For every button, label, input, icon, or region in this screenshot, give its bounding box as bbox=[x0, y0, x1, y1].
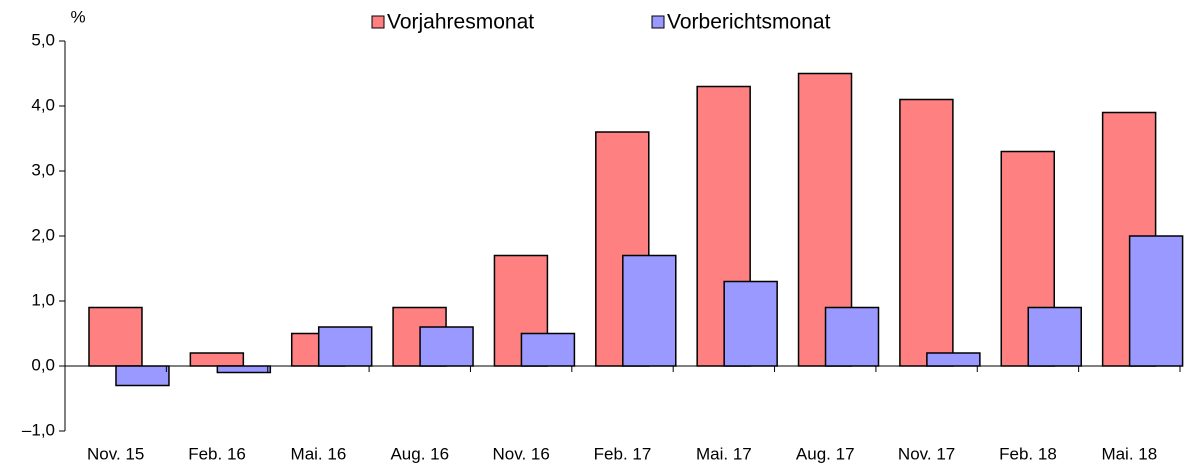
bar bbox=[216, 365, 272, 374]
x-tick-label: Mai. 16 bbox=[291, 444, 347, 463]
x-tick-label: Nov. 17 bbox=[898, 444, 955, 463]
bar bbox=[520, 332, 576, 367]
bar bbox=[622, 254, 677, 367]
x-tick-label: Feb. 18 bbox=[999, 444, 1057, 463]
x-tick-label: Nov. 15 bbox=[87, 444, 144, 463]
legend-label: Vorjahresmonat bbox=[387, 11, 534, 34]
y-tick-label: 1,0 bbox=[31, 290, 55, 309]
x-tick-label: Feb. 16 bbox=[188, 444, 246, 463]
y-tick-label: 4,0 bbox=[31, 95, 55, 114]
bar bbox=[824, 306, 880, 367]
bar bbox=[926, 352, 981, 367]
x-tick-label: Feb. 17 bbox=[594, 444, 652, 463]
x-tick-label: Mai. 18 bbox=[1101, 444, 1157, 463]
bar bbox=[115, 365, 170, 387]
x-tick-label: Aug. 16 bbox=[390, 444, 449, 463]
y-axis-label: % bbox=[70, 7, 85, 26]
bar bbox=[899, 98, 954, 367]
y-tick-label: 3,0 bbox=[31, 160, 55, 179]
bar bbox=[1027, 306, 1082, 367]
bar bbox=[723, 280, 778, 367]
x-tick-label: Nov. 16 bbox=[492, 444, 549, 463]
y-tick-label: –1,0 bbox=[22, 420, 55, 439]
bar bbox=[189, 352, 245, 367]
legend-swatch bbox=[371, 15, 385, 29]
y-tick-label: 2,0 bbox=[31, 225, 55, 244]
y-tick-label: 0,0 bbox=[31, 355, 55, 374]
x-tick-label: Mai. 17 bbox=[696, 444, 752, 463]
bar bbox=[317, 326, 373, 367]
bar bbox=[1128, 235, 1184, 367]
bar bbox=[88, 306, 143, 367]
y-tick-label: 5,0 bbox=[31, 30, 55, 49]
bar bbox=[419, 326, 474, 367]
legend-label: Vorberichtsmonat bbox=[667, 11, 831, 34]
legend-swatch bbox=[651, 15, 665, 29]
x-tick-label: Aug. 17 bbox=[796, 444, 855, 463]
